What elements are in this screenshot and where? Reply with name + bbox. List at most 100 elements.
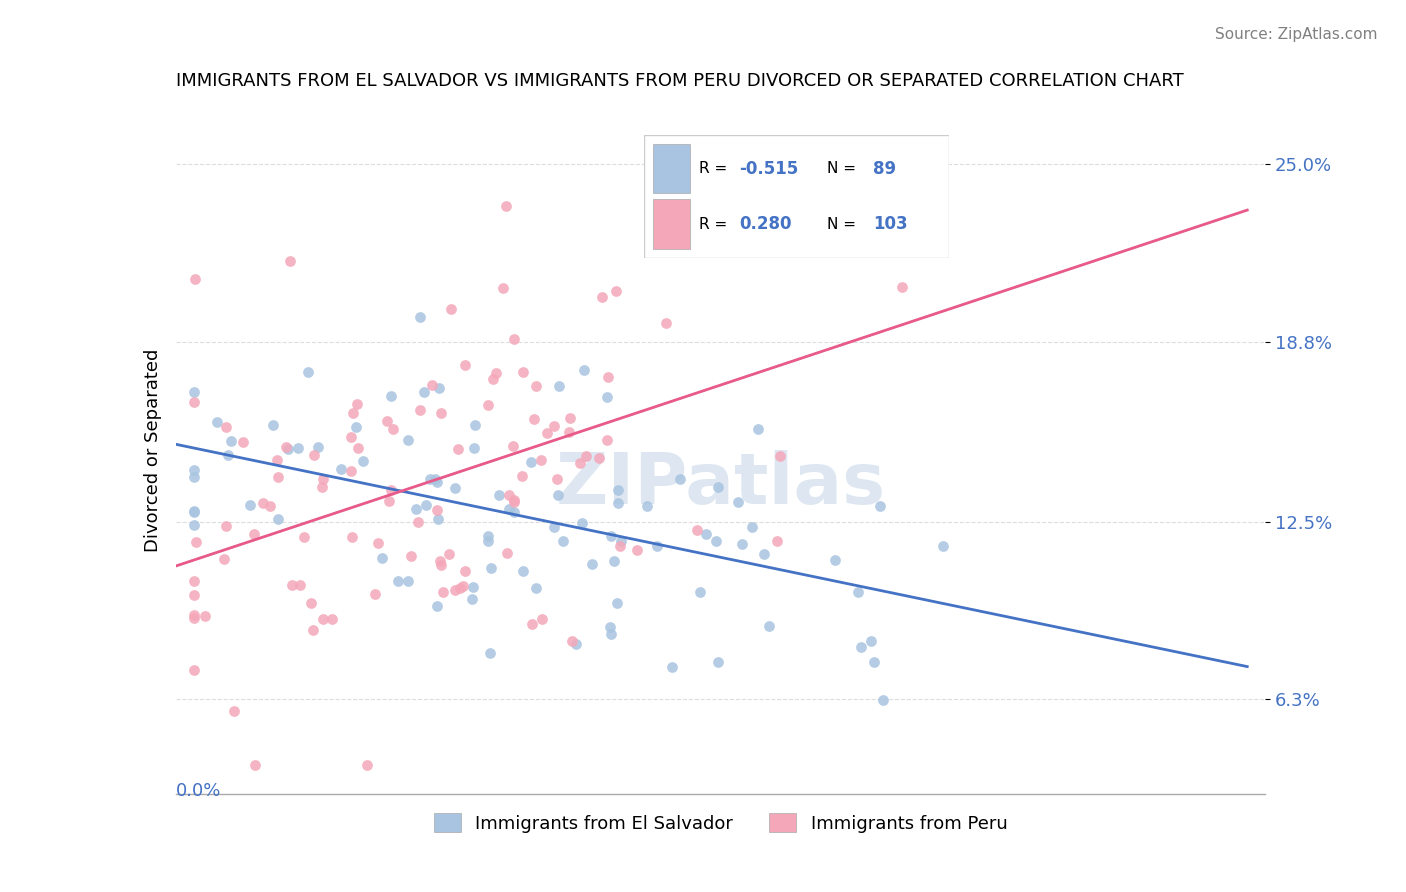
Point (605, 284, 627, 298)
Point (491, 281, 513, 295)
Point (347, 441, 370, 455)
Point (463, 442, 485, 456)
Point (661, 660, 683, 674)
Point (565, 637, 588, 651)
Point (609, 539, 631, 553)
Point (689, 584, 711, 599)
Point (364, 587, 387, 601)
Point (423, 472, 446, 486)
Point (869, 499, 891, 513)
Point (797, 145, 820, 159)
Point (503, 332, 526, 346)
Point (420, 378, 443, 392)
Point (222, 704, 245, 718)
Point (183, 611, 205, 625)
Point (520, 455, 543, 469)
Point (183, 608, 205, 623)
Point (704, 533, 727, 548)
Point (588, 451, 610, 466)
Point (426, 599, 449, 613)
Point (526, 378, 548, 392)
Point (259, 499, 281, 513)
Point (758, 619, 780, 633)
Point (558, 425, 581, 440)
Point (560, 634, 582, 648)
Point (396, 433, 419, 447)
Point (546, 472, 568, 486)
Point (495, 199, 517, 213)
Point (302, 623, 325, 637)
Point (574, 363, 596, 377)
Point (591, 290, 613, 304)
Point (184, 272, 207, 286)
Point (523, 412, 546, 426)
Point (478, 646, 501, 660)
Point (380, 389, 402, 403)
Point (450, 582, 472, 596)
Point (571, 516, 593, 531)
Point (344, 420, 367, 434)
Point (267, 512, 290, 526)
Point (645, 539, 668, 553)
Point (606, 596, 628, 610)
Point (695, 527, 717, 541)
Point (419, 473, 441, 487)
Point (626, 543, 648, 558)
Point (426, 503, 449, 517)
Point (477, 533, 499, 548)
Point (859, 634, 882, 648)
Point (447, 442, 470, 457)
Point (522, 616, 544, 631)
Point (485, 366, 508, 380)
Point (330, 462, 353, 476)
Point (707, 480, 730, 494)
Point (512, 565, 534, 579)
Point (496, 546, 519, 560)
Point (183, 663, 205, 677)
Point (367, 536, 389, 550)
Point (266, 452, 288, 467)
Point (531, 612, 554, 626)
Point (380, 483, 402, 497)
Point (371, 550, 394, 565)
Point (342, 530, 364, 544)
Point (437, 547, 460, 561)
Point (243, 526, 266, 541)
Point (599, 620, 621, 634)
Point (444, 481, 467, 495)
Point (482, 372, 505, 386)
Point (599, 528, 621, 542)
Point (477, 529, 499, 543)
Point (304, 448, 326, 462)
Point (669, 472, 692, 486)
Point (183, 504, 205, 518)
Point (299, 597, 322, 611)
Point (297, 365, 319, 379)
Point (321, 612, 343, 626)
Text: Source: ZipAtlas.com: Source: ZipAtlas.com (1215, 27, 1378, 42)
Point (183, 588, 205, 602)
Point (536, 425, 558, 440)
Point (543, 520, 565, 534)
Point (186, 535, 208, 549)
Point (405, 502, 427, 516)
Point (707, 240, 730, 254)
Point (606, 483, 628, 497)
Point (479, 561, 502, 575)
Point (340, 464, 363, 478)
Point (747, 422, 769, 436)
Point (581, 557, 603, 571)
Text: 0.0%: 0.0% (176, 781, 221, 799)
Y-axis label: Divorced or Separated: Divorced or Separated (143, 349, 162, 552)
Legend: Immigrants from El Salvador, Immigrants from Peru: Immigrants from El Salvador, Immigrants … (426, 806, 1015, 839)
Point (307, 441, 329, 455)
Point (464, 417, 486, 432)
Point (548, 379, 571, 393)
Point (312, 612, 335, 626)
Point (558, 411, 581, 425)
Point (352, 454, 374, 468)
Point (503, 492, 526, 507)
Point (430, 558, 453, 572)
Point (183, 574, 205, 589)
Point (399, 549, 422, 563)
